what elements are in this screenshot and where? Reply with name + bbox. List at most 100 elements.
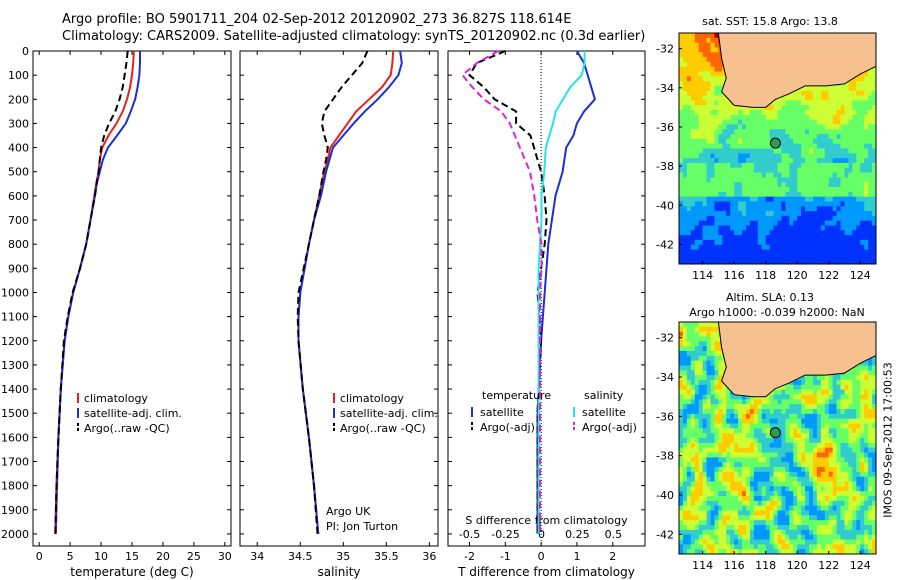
map-cell: [679, 119, 684, 125]
map-cell: [793, 211, 798, 217]
map-cell: [812, 220, 818, 226]
map-cell: [793, 481, 798, 487]
map-cell: [781, 187, 786, 193]
map-cell: [694, 143, 700, 149]
map-cell: [757, 413, 763, 420]
map-cell: [738, 172, 743, 178]
map-cell: [745, 172, 751, 178]
map-cell: [698, 515, 704, 521]
map-cell: [816, 85, 822, 92]
map-cell: [694, 110, 700, 116]
map-cell: [781, 394, 786, 400]
map-cell: [864, 100, 869, 106]
map-cell: [726, 525, 731, 531]
map-cell: [777, 119, 782, 125]
map-cell: [702, 481, 707, 487]
map-cell: [824, 105, 830, 111]
map-cell: [848, 423, 853, 429]
map-cell: [836, 105, 841, 111]
map-cell: [789, 423, 794, 429]
map-cell: [860, 143, 865, 149]
map-cell: [777, 191, 782, 198]
map-cell: [679, 539, 684, 545]
map-cell: [745, 134, 751, 140]
map-cell: [765, 505, 771, 511]
map-cell: [844, 201, 849, 207]
map-cell: [801, 124, 806, 130]
map-cell: [836, 384, 841, 391]
map-cell: [856, 182, 861, 188]
legend-entry: Argo(-adj): [480, 421, 535, 434]
map-cell: [820, 230, 826, 236]
map-cell: [793, 134, 798, 140]
map-cell: [824, 110, 830, 116]
map-cell: [840, 220, 845, 226]
map-cell: [809, 404, 814, 410]
map-cell: [765, 105, 771, 111]
map-cell: [769, 105, 774, 111]
map-cell: [710, 66, 715, 72]
map-cell: [702, 254, 707, 260]
map-cell: [686, 148, 692, 154]
map-cell: [714, 389, 719, 395]
map-cell: [679, 177, 684, 183]
map-cell: [848, 467, 853, 473]
map-cell: [694, 129, 700, 135]
map-cell: [706, 105, 711, 111]
map-cell: [722, 225, 727, 231]
map-cell: [710, 433, 715, 439]
map-cell: [765, 544, 771, 550]
map-cell: [789, 172, 794, 178]
map-cell: [789, 380, 794, 386]
map-cell: [769, 418, 774, 424]
map-cell: [753, 409, 759, 415]
map-cell: [682, 172, 688, 178]
map-cell: [864, 124, 869, 130]
map-cell: [738, 399, 743, 405]
map-cell: [702, 418, 707, 424]
map-cell: [852, 375, 857, 381]
map-cell: [864, 187, 869, 193]
map-cell: [797, 206, 802, 212]
map-cell: [872, 100, 877, 106]
map-cell: [686, 66, 692, 72]
map-cell: [793, 201, 798, 207]
map-cell: [765, 481, 771, 487]
map-cell: [718, 447, 723, 453]
map-cell: [749, 206, 755, 212]
map-cell: [836, 100, 841, 106]
map-cell: [761, 462, 767, 468]
map-cell: [832, 549, 837, 555]
map-cell: [706, 191, 711, 198]
map-cell: [769, 457, 774, 463]
map-cell: [832, 481, 837, 487]
map-cell: [757, 409, 763, 415]
map-cell: [714, 153, 719, 159]
map-cell: [785, 191, 790, 198]
map-cell: [734, 486, 739, 492]
map-cell: [816, 404, 822, 410]
map-cell: [690, 452, 696, 458]
map-cell: [801, 457, 806, 463]
map-cell: [840, 486, 845, 492]
map-cell: [753, 138, 759, 145]
map-cell: [726, 129, 731, 135]
map-cell: [734, 462, 739, 468]
map-cell: [832, 452, 837, 458]
map-cell: [745, 244, 751, 250]
map-cell: [694, 187, 700, 193]
map-cell: [698, 177, 704, 183]
map-cell: [749, 510, 755, 516]
map-cell: [840, 534, 845, 540]
map-cell: [730, 481, 735, 487]
map-cell: [844, 471, 849, 478]
map-cell: [820, 187, 826, 193]
map-cell: [785, 481, 790, 487]
map-cell: [722, 525, 727, 531]
map-cell: [698, 534, 704, 540]
float-marker: [769, 137, 781, 149]
map-cell: [868, 225, 873, 231]
map-cell: [793, 129, 798, 135]
map-cell: [722, 457, 727, 463]
map-cell: [769, 114, 774, 121]
